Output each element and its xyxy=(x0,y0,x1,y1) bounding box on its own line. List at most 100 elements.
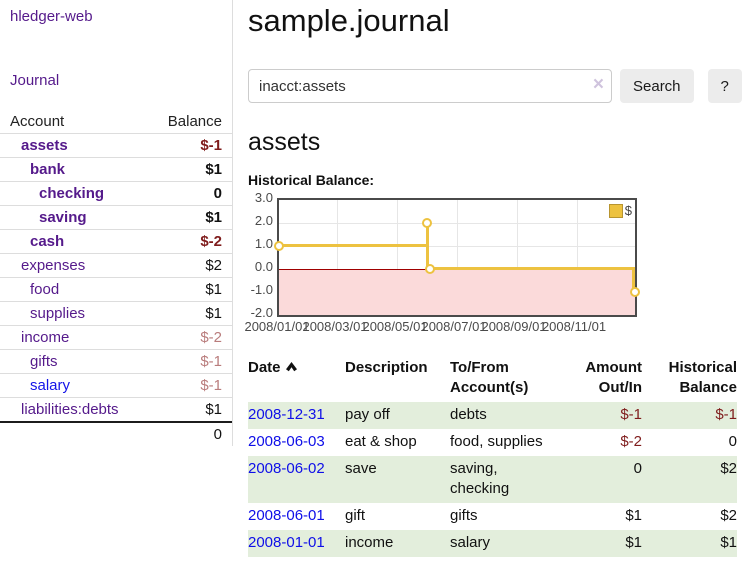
account-balance: $1 xyxy=(154,205,232,230)
chart-legend: $ xyxy=(608,203,632,218)
gridline xyxy=(516,200,518,316)
x-tick-label: 2008/03/01 xyxy=(302,319,368,335)
x-axis: 2008/01/01 2008/03/01 2008/05/01 2008/07… xyxy=(244,319,742,335)
account-link-expenses[interactable]: expenses xyxy=(21,257,86,274)
account-link-bank[interactable]: bank xyxy=(30,161,66,178)
transaction-row: 2008-06-01 gift gifts $1 $2 xyxy=(248,503,737,530)
account-balance: $-1 xyxy=(154,133,232,158)
transaction-accounts: debts xyxy=(450,406,487,424)
account-balance: $-2 xyxy=(154,229,232,254)
transaction-row: 2008-01-01 income salary $1 $1 xyxy=(248,530,737,558)
accounts-header-balance: Balance xyxy=(154,110,232,134)
transaction-row: 2008-12-31 pay off debts $-1 $-1 xyxy=(248,402,737,430)
account-row: food $1 xyxy=(0,277,232,302)
register-table: Date Description To/From Account(s) Amou… xyxy=(248,356,737,558)
account-link-checking[interactable]: checking xyxy=(39,185,105,202)
data-point xyxy=(422,218,433,229)
account-heading: assets xyxy=(248,128,321,157)
data-point xyxy=(425,264,436,275)
accounts-header-account: Account xyxy=(0,110,155,134)
account-balance: $-1 xyxy=(154,373,232,398)
account-link-saving[interactable]: saving xyxy=(39,209,87,226)
transaction-date-link[interactable]: 2008-06-03 xyxy=(248,433,325,451)
transaction-description: income xyxy=(345,534,394,552)
app-title-link[interactable]: hledger-web xyxy=(10,8,93,25)
account-row: income $-2 xyxy=(0,325,232,350)
account-link-gifts[interactable]: gifts xyxy=(30,353,58,370)
account-balance: $1 xyxy=(154,277,232,302)
gridline xyxy=(279,246,635,248)
data-point xyxy=(274,241,284,252)
transaction-date-link[interactable]: 2008-06-01 xyxy=(248,507,325,525)
y-tick-label: 2.0 xyxy=(254,213,273,229)
sidebar: hledger-web Journal Account Balance asse… xyxy=(0,0,233,446)
account-row: liabilities:debts $1 xyxy=(0,398,232,423)
main-content: sample.journal × Search ? assets Histori… xyxy=(244,0,742,558)
account-link-supplies[interactable]: supplies xyxy=(30,305,86,322)
search-form: × Search ? xyxy=(248,69,742,104)
column-header-description: Description xyxy=(345,359,428,377)
account-link-salary[interactable]: salary xyxy=(30,377,71,394)
column-header-date[interactable]: Date xyxy=(248,356,345,402)
transaction-accounts: food, supplies xyxy=(450,433,543,451)
transaction-date-link[interactable]: 2008-12-31 xyxy=(248,406,325,424)
x-tick-label: 2008/07/01 xyxy=(421,319,487,335)
transaction-accounts: saving, checking xyxy=(450,460,510,498)
transaction-row: 2008-06-02 save saving, checking 0 $2 xyxy=(248,456,737,504)
y-tick-label: 3.0 xyxy=(254,190,273,206)
legend-swatch-icon xyxy=(608,203,623,218)
transaction-balance: $1 xyxy=(720,534,737,552)
y-tick-label: 1.0 xyxy=(254,236,273,252)
account-balance: $-1 xyxy=(154,349,232,374)
account-balance: 0 xyxy=(154,181,232,206)
series-line xyxy=(279,244,428,248)
gridline xyxy=(456,200,458,316)
search-input[interactable] xyxy=(248,69,612,104)
account-balance: $1 xyxy=(154,301,232,326)
transaction-description: eat & shop xyxy=(345,433,417,451)
transaction-balance: $2 xyxy=(720,507,737,525)
historical-balance-chart: 3.0 2.0 1.0 0.0 -1.0 -2.0 xyxy=(244,191,742,339)
x-tick-label: 2008/05/01 xyxy=(362,319,428,335)
help-button[interactable]: ? xyxy=(707,69,742,104)
transaction-accounts: salary xyxy=(450,534,491,552)
account-link-liabilities-debts[interactable]: liabilities:debts xyxy=(21,401,119,418)
transaction-description: gift xyxy=(345,507,366,525)
transaction-amount: 0 xyxy=(633,460,642,478)
transaction-date-link[interactable]: 2008-06-02 xyxy=(248,460,325,478)
data-point xyxy=(630,287,640,298)
negative-region xyxy=(279,269,635,316)
account-link-cash[interactable]: cash xyxy=(30,233,65,250)
gridline xyxy=(397,200,399,316)
transaction-description: save xyxy=(345,460,377,478)
account-link-food[interactable]: food xyxy=(30,281,60,298)
chart-plot-area: $ xyxy=(274,198,640,318)
clear-search-icon[interactable]: × xyxy=(592,74,604,96)
series-line xyxy=(632,269,635,293)
search-button[interactable]: Search xyxy=(620,69,694,104)
column-header-amount: Amount Out/In xyxy=(585,359,642,397)
transaction-date-link[interactable]: 2008-01-01 xyxy=(248,534,325,552)
transaction-balance: 0 xyxy=(728,433,737,451)
column-header-balance: Historical Balance xyxy=(668,359,737,397)
account-row: cash $-2 xyxy=(0,229,232,254)
transaction-description: pay off xyxy=(345,406,390,424)
account-row: expenses $2 xyxy=(0,253,232,278)
sort-ascending-icon xyxy=(285,358,298,378)
x-tick-label: 2008/01/01 xyxy=(244,319,310,335)
account-row: salary $-1 xyxy=(0,373,232,398)
account-row: gifts $-1 xyxy=(0,349,232,374)
transaction-amount: $-1 xyxy=(620,406,642,424)
account-row: saving $1 xyxy=(0,205,232,230)
transaction-accounts: gifts xyxy=(450,507,478,525)
accounts-table-header: Account Balance xyxy=(0,110,232,134)
account-balance: $1 xyxy=(154,157,232,182)
gridline xyxy=(337,200,339,316)
accounts-total-row: 0 xyxy=(0,421,232,446)
sidebar-item-journal[interactable]: Journal xyxy=(10,72,60,89)
accounts-table: Account Balance assets $-1 bank $1 check… xyxy=(0,110,232,446)
account-row: bank $1 xyxy=(0,157,232,182)
account-link-income[interactable]: income xyxy=(21,329,70,346)
account-link-assets[interactable]: assets xyxy=(21,137,68,154)
transaction-amount: $1 xyxy=(625,534,642,552)
